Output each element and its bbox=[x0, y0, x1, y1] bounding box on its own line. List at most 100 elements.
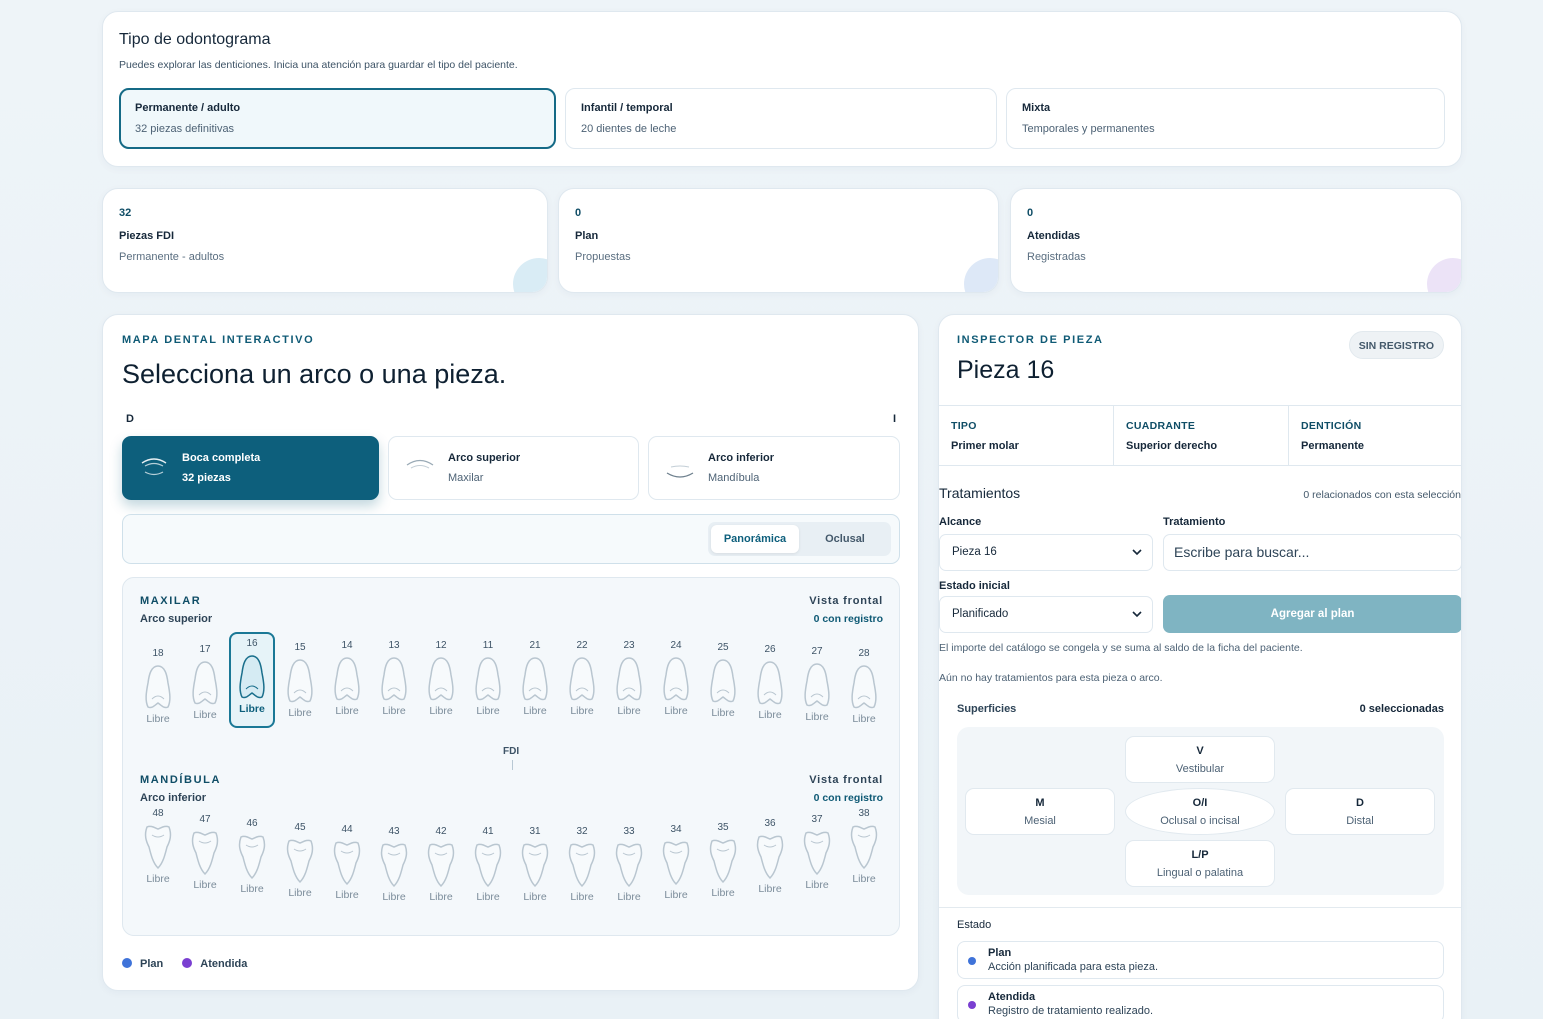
upper-tooth-icon bbox=[841, 663, 887, 711]
initial-state-value: Planificado bbox=[952, 608, 1009, 620]
tooth-23[interactable]: 23 Libre bbox=[606, 640, 652, 717]
tooth-status: Libre bbox=[476, 891, 500, 903]
tooth-status: Libre bbox=[852, 873, 876, 885]
surface-label: Distal bbox=[1346, 815, 1374, 827]
tooth-47[interactable]: 47 Libre bbox=[182, 814, 228, 891]
tooth-31[interactable]: 31 Libre bbox=[512, 826, 558, 903]
info-key: CUADRANTE bbox=[1126, 420, 1196, 432]
tooth-42[interactable]: 42 Libre bbox=[418, 826, 464, 903]
dental-map-card: MAPA DENTAL INTERACTIVO Selecciona un ar… bbox=[102, 314, 919, 991]
surface-lingual[interactable]: L/P Lingual o palatina bbox=[1125, 840, 1275, 887]
view-tab-occlusal[interactable]: Oclusal bbox=[825, 533, 865, 545]
tooth-number: 13 bbox=[388, 640, 400, 651]
tooth-status: Libre bbox=[711, 707, 735, 719]
status-badge: SIN REGISTRO bbox=[1348, 331, 1444, 359]
tooth-48[interactable]: 48 Libre bbox=[135, 808, 181, 885]
tooth-22[interactable]: 22 Libre bbox=[559, 640, 605, 717]
type-option-mixed[interactable]: Mixta Temporales y permanentes bbox=[1006, 88, 1445, 149]
tooth-45[interactable]: 45 Libre bbox=[277, 822, 323, 899]
info-cell-dentition: DENTICIÓN Permanente bbox=[1289, 406, 1461, 465]
tooth-43[interactable]: 43 Libre bbox=[371, 826, 417, 903]
arch-button-full-mouth[interactable]: Boca completa 32 piezas bbox=[122, 436, 379, 500]
odontogram-type-subtitle: Puedes explorar las denticiones. Inicia … bbox=[119, 59, 518, 71]
surface-distal[interactable]: D Distal bbox=[1285, 788, 1435, 835]
lower-arch-subtitle: Arco inferior bbox=[140, 792, 207, 804]
tooth-status: Libre bbox=[146, 713, 170, 725]
dental-map-title: Selecciona un arco o una pieza. bbox=[122, 359, 507, 389]
dental-map-kicker: MAPA DENTAL INTERACTIVO bbox=[122, 334, 315, 346]
tooth-37[interactable]: 37 Libre bbox=[794, 814, 840, 891]
surface-mesial[interactable]: M Mesial bbox=[965, 788, 1115, 835]
type-option-child[interactable]: Infantil / temporal 20 dientes de leche bbox=[565, 88, 997, 149]
scope-select[interactable]: Pieza 16 bbox=[939, 534, 1153, 571]
legend-item-attended: Atendida bbox=[182, 958, 247, 970]
stat-decoration bbox=[964, 258, 998, 292]
tooth-number: 43 bbox=[388, 826, 400, 837]
surfaces-title: Superficies bbox=[957, 703, 1017, 715]
tooth-11[interactable]: 11 Libre bbox=[465, 640, 511, 717]
arch-button-lower[interactable]: Arco inferior Mandíbula bbox=[648, 436, 900, 500]
tooth-36[interactable]: 36 Libre bbox=[747, 818, 793, 895]
tooth-number: 26 bbox=[764, 644, 776, 655]
tooth-18[interactable]: 18 Libre bbox=[135, 648, 181, 725]
tooth-13[interactable]: 13 Libre bbox=[371, 640, 417, 717]
treatment-label: Tratamiento bbox=[1163, 516, 1226, 528]
tooth-number: 37 bbox=[811, 814, 823, 825]
fdi-midline-label: FDI bbox=[503, 746, 520, 757]
tooth-number: 18 bbox=[152, 648, 164, 659]
tooth-number: 38 bbox=[858, 808, 870, 819]
upper-tooth-icon bbox=[135, 663, 181, 711]
tooth-46[interactable]: 46 Libre bbox=[229, 818, 275, 895]
surface-label: Mesial bbox=[1024, 815, 1056, 827]
surface-occlusal[interactable]: O/I Oclusal o incisal bbox=[1125, 788, 1275, 835]
type-option-permanent[interactable]: Permanente / adulto 32 piezas definitiva… bbox=[119, 88, 556, 149]
tooth-35[interactable]: 35 Libre bbox=[700, 822, 746, 899]
lower-tooth-icon bbox=[418, 841, 464, 889]
state-option-attended[interactable]: Atendida Registro de tratamiento realiza… bbox=[957, 985, 1444, 1019]
initial-state-select[interactable]: Planificado bbox=[939, 596, 1153, 633]
surface-vestibular[interactable]: V Vestibular bbox=[1125, 736, 1275, 783]
arch-button-subtitle: 32 piezas bbox=[182, 472, 231, 484]
state-dot bbox=[968, 957, 976, 965]
tooth-status: Libre bbox=[382, 705, 406, 717]
info-value: Permanente bbox=[1301, 440, 1364, 452]
tooth-15[interactable]: 15 Libre bbox=[277, 642, 323, 719]
arch-button-title: Arco superior bbox=[448, 452, 521, 464]
tooth-number: 14 bbox=[341, 640, 353, 651]
type-option-title: Permanente / adulto bbox=[135, 102, 241, 114]
tooth-14[interactable]: 14 Libre bbox=[324, 640, 370, 717]
tooth-41[interactable]: 41 Libre bbox=[465, 826, 511, 903]
tooth-number: 22 bbox=[576, 640, 588, 651]
tooth-27[interactable]: 27 Libre bbox=[794, 646, 840, 723]
tooth-status: Libre bbox=[664, 705, 688, 717]
tooth-17[interactable]: 17 Libre bbox=[182, 644, 228, 721]
lower-tooth-icon bbox=[324, 839, 370, 887]
tooth-12[interactable]: 12 Libre bbox=[418, 640, 464, 717]
lower-tooth-icon bbox=[606, 841, 652, 889]
state-option-plan[interactable]: Plan Acción planificada para esta pieza. bbox=[957, 941, 1444, 979]
arch-button-upper[interactable]: Arco superior Maxilar bbox=[388, 436, 639, 500]
inspector-kicker: INSPECTOR DE PIEZA bbox=[957, 334, 1104, 346]
tooth-status: Libre bbox=[429, 705, 453, 717]
tooth-34[interactable]: 34 Libre bbox=[653, 824, 699, 901]
tooth-44[interactable]: 44 Libre bbox=[324, 824, 370, 901]
treatment-search-input[interactable]: Escribe para buscar... bbox=[1163, 534, 1461, 571]
divider bbox=[939, 907, 1461, 908]
tooth-24[interactable]: 24 Libre bbox=[653, 640, 699, 717]
add-to-plan-button[interactable]: Agregar al plan bbox=[1163, 595, 1461, 633]
midline-divider bbox=[512, 760, 513, 770]
tooth-16[interactable]: 16 Libre bbox=[229, 632, 275, 728]
tooth-28[interactable]: 28 Libre bbox=[841, 648, 887, 725]
lower-tooth-icon bbox=[794, 829, 840, 877]
info-cell-quadrant: CUADRANTE Superior derecho bbox=[1114, 406, 1289, 465]
info-cell-type: TIPO Primer molar bbox=[939, 406, 1114, 465]
tooth-33[interactable]: 33 Libre bbox=[606, 826, 652, 903]
tooth-38[interactable]: 38 Libre bbox=[841, 808, 887, 885]
lower-tooth-icon bbox=[841, 823, 887, 871]
tooth-status: Libre bbox=[240, 883, 264, 895]
view-tab-panoramic[interactable]: Panorámica bbox=[711, 525, 799, 553]
tooth-25[interactable]: 25 Libre bbox=[700, 642, 746, 719]
tooth-26[interactable]: 26 Libre bbox=[747, 644, 793, 721]
tooth-21[interactable]: 21 Libre bbox=[512, 640, 558, 717]
tooth-32[interactable]: 32 Libre bbox=[559, 826, 605, 903]
